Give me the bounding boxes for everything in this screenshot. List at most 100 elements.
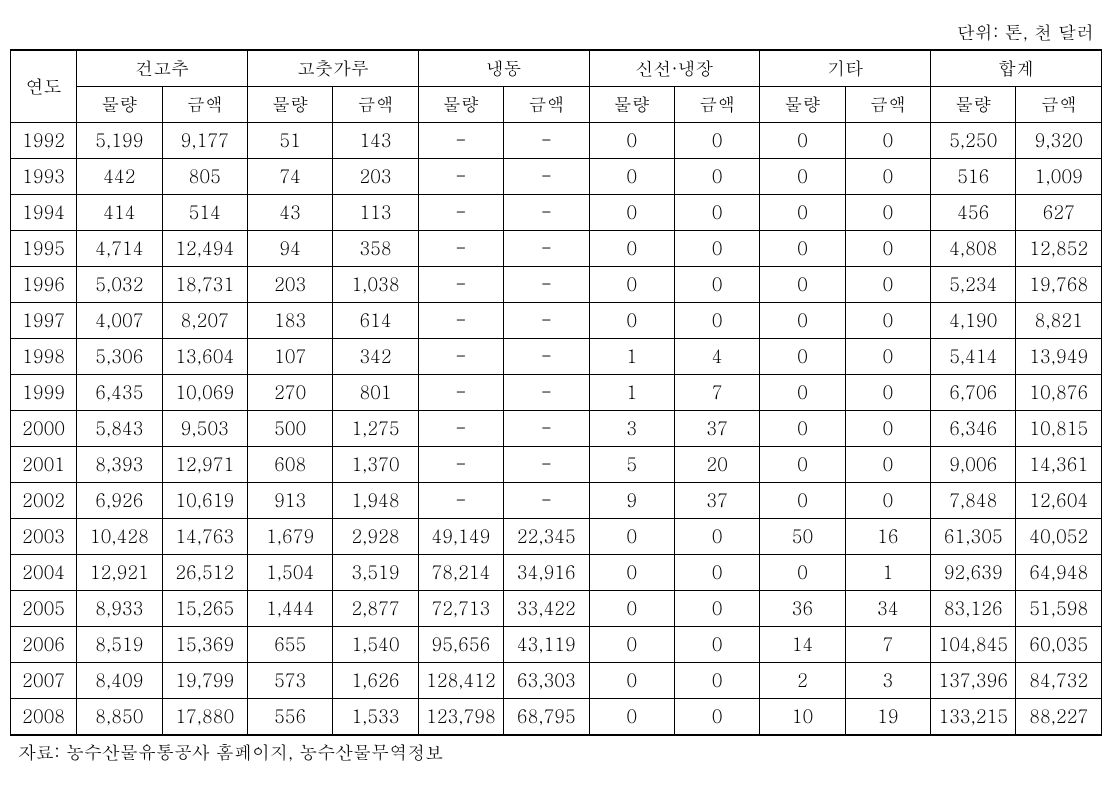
cell-value: 573	[247, 663, 332, 699]
cell-value: 0	[589, 591, 674, 627]
header-group-3: 신선·냉장	[589, 51, 760, 87]
cell-value: 2,928	[333, 519, 418, 555]
cell-value: 12,852	[1016, 231, 1102, 267]
cell-value: 500	[247, 411, 332, 447]
cell-year: 1992	[11, 123, 77, 159]
cell-value: -	[418, 339, 503, 375]
cell-value: 12,494	[162, 231, 247, 267]
cell-value: 51	[247, 123, 332, 159]
data-table: 연도 건고추 고춧가루 냉동 신선·냉장 기타 합계 물량 금액 물량 금액 물…	[10, 51, 1102, 734]
cell-value: -	[504, 447, 589, 483]
header-group-4: 기타	[760, 51, 931, 87]
table-row: 20018,39312,9716081,370--520009,00614,36…	[11, 447, 1102, 483]
cell-value: 0	[760, 483, 845, 519]
cell-value: 5,032	[77, 267, 162, 303]
source-label: 자료: 농수산물유통공사 홈페이지, 농수산물무역정보	[10, 740, 1102, 765]
cell-value: 0	[760, 375, 845, 411]
cell-value: -	[418, 195, 503, 231]
table-row: 199344280574203--00005161,009	[11, 159, 1102, 195]
cell-value: 10,876	[1016, 375, 1102, 411]
cell-value: -	[418, 231, 503, 267]
header-group-1: 고춧가루	[247, 51, 418, 87]
cell-value: 0	[845, 195, 930, 231]
table-row: 19965,03218,7312031,038--00005,23419,768	[11, 267, 1102, 303]
cell-value: 8,821	[1016, 303, 1102, 339]
cell-value: 0	[845, 231, 930, 267]
cell-value: 0	[674, 663, 759, 699]
cell-value: 358	[333, 231, 418, 267]
cell-value: 18,731	[162, 267, 247, 303]
header-sub-qty: 물량	[589, 87, 674, 123]
cell-value: 14	[760, 627, 845, 663]
cell-value: -	[418, 123, 503, 159]
cell-value: 0	[674, 267, 759, 303]
cell-value: 6,435	[77, 375, 162, 411]
cell-value: 0	[674, 591, 759, 627]
cell-value: 113	[333, 195, 418, 231]
cell-value: 50	[760, 519, 845, 555]
cell-value: 4,190	[931, 303, 1016, 339]
cell-value: 10,428	[77, 519, 162, 555]
cell-value: -	[418, 411, 503, 447]
cell-value: 0	[845, 411, 930, 447]
cell-year: 2008	[11, 699, 77, 735]
cell-value: 0	[674, 303, 759, 339]
table-row: 20005,8439,5035001,275--337006,34610,815	[11, 411, 1102, 447]
cell-year: 1999	[11, 375, 77, 411]
cell-value: 14,361	[1016, 447, 1102, 483]
cell-value: 0	[589, 159, 674, 195]
table-row: 19996,43510,069270801--17006,70610,876	[11, 375, 1102, 411]
cell-value: 83,126	[931, 591, 1016, 627]
cell-value: 0	[589, 519, 674, 555]
cell-value: 104,845	[931, 627, 1016, 663]
cell-value: 627	[1016, 195, 1102, 231]
cell-value: 0	[760, 231, 845, 267]
cell-value: 9,006	[931, 447, 1016, 483]
cell-value: 60,035	[1016, 627, 1102, 663]
cell-value: 5,306	[77, 339, 162, 375]
cell-value: 94	[247, 231, 332, 267]
cell-value: -	[504, 267, 589, 303]
cell-value: 72,713	[418, 591, 503, 627]
cell-value: 37	[674, 411, 759, 447]
cell-value: 1	[845, 555, 930, 591]
cell-value: 1	[589, 375, 674, 411]
header-year: 연도	[11, 51, 77, 123]
cell-value: 12,971	[162, 447, 247, 483]
cell-value: 33,422	[504, 591, 589, 627]
cell-value: -	[504, 231, 589, 267]
cell-value: -	[504, 159, 589, 195]
cell-value: 1	[589, 339, 674, 375]
cell-value: 1,038	[333, 267, 418, 303]
cell-value: 456	[931, 195, 1016, 231]
cell-value: 8,409	[77, 663, 162, 699]
cell-value: 0	[674, 699, 759, 735]
cell-value: 805	[162, 159, 247, 195]
cell-value: 9,177	[162, 123, 247, 159]
cell-value: 26,512	[162, 555, 247, 591]
cell-value: 8,207	[162, 303, 247, 339]
table-row: 19985,30613,604107342--14005,41413,949	[11, 339, 1102, 375]
header-sub-amt: 금액	[845, 87, 930, 123]
cell-year: 2006	[11, 627, 77, 663]
cell-value: 0	[589, 303, 674, 339]
cell-value: -	[504, 195, 589, 231]
cell-value: 6,706	[931, 375, 1016, 411]
cell-value: 0	[760, 267, 845, 303]
cell-value: 414	[77, 195, 162, 231]
cell-value: 143	[333, 123, 418, 159]
table-row: 200412,92126,5121,5043,51978,21434,91600…	[11, 555, 1102, 591]
cell-value: 12,604	[1016, 483, 1102, 519]
cell-value: 0	[845, 375, 930, 411]
cell-value: 1,504	[247, 555, 332, 591]
cell-value: 43,119	[504, 627, 589, 663]
cell-value: 133,215	[931, 699, 1016, 735]
cell-value: 95,656	[418, 627, 503, 663]
cell-year: 2002	[11, 483, 77, 519]
cell-value: 614	[333, 303, 418, 339]
cell-value: 14,763	[162, 519, 247, 555]
cell-year: 1993	[11, 159, 77, 195]
cell-value: 12,921	[77, 555, 162, 591]
cell-value: 9,320	[1016, 123, 1102, 159]
cell-value: 19,799	[162, 663, 247, 699]
